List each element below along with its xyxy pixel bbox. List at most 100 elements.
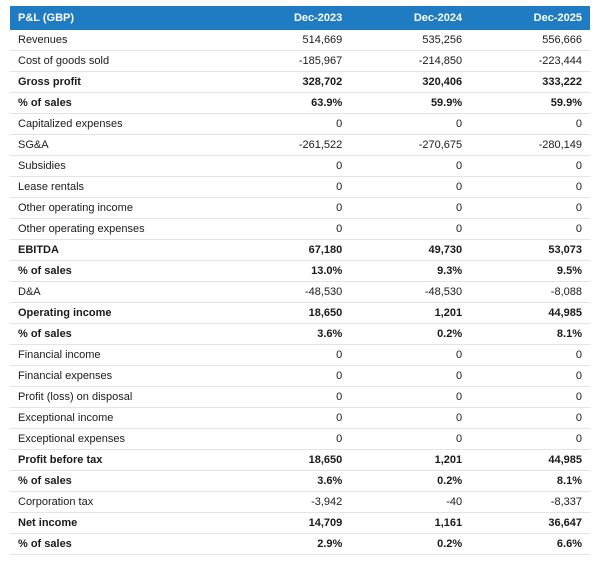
table-row: % of sales63.9%59.9%59.9% (10, 93, 590, 114)
table-row: Cost of goods sold-185,967-214,850-223,4… (10, 51, 590, 72)
row-value: 0 (350, 345, 470, 366)
table-row: Exceptional expenses000 (10, 429, 590, 450)
row-label: Revenues (10, 30, 230, 51)
row-value: 0 (350, 177, 470, 198)
row-value: 1,201 (350, 450, 470, 471)
row-label: Gross profit (10, 72, 230, 93)
row-value: -48,530 (350, 282, 470, 303)
row-value: 0 (230, 177, 350, 198)
row-value: 8.1% (470, 471, 590, 492)
table-header-row: P&L (GBP) Dec-2023 Dec-2024 Dec-2025 (10, 6, 590, 30)
col-header-period-2: Dec-2024 (350, 6, 470, 30)
row-label: % of sales (10, 93, 230, 114)
row-value: 0 (230, 198, 350, 219)
table-row: Operating income18,6501,20144,985 (10, 303, 590, 324)
row-value: 0 (230, 387, 350, 408)
row-label: Corporation tax (10, 492, 230, 513)
row-value: 0 (350, 219, 470, 240)
row-label: % of sales (10, 471, 230, 492)
row-value: -223,444 (470, 51, 590, 72)
table-row: SG&A-261,522-270,675-280,149 (10, 135, 590, 156)
row-value: 0 (470, 429, 590, 450)
row-value: -3,942 (230, 492, 350, 513)
row-label: Capitalized expenses (10, 114, 230, 135)
row-value: 6.6% (470, 534, 590, 555)
row-value: 44,985 (470, 303, 590, 324)
row-value: 535,256 (350, 30, 470, 51)
row-value: 0 (470, 408, 590, 429)
row-value: -185,967 (230, 51, 350, 72)
row-value: 0 (350, 366, 470, 387)
row-label: Subsidies (10, 156, 230, 177)
row-value: 1,161 (350, 513, 470, 534)
row-value: -8,337 (470, 492, 590, 513)
row-value: 49,730 (350, 240, 470, 261)
row-label: Operating income (10, 303, 230, 324)
row-value: 0 (470, 366, 590, 387)
row-value: 328,702 (230, 72, 350, 93)
row-label: Other operating expenses (10, 219, 230, 240)
table-row: Profit (loss) on disposal000 (10, 387, 590, 408)
row-value: 0 (470, 219, 590, 240)
row-label: Profit before tax (10, 450, 230, 471)
table-row: % of sales3.6%0.2%8.1% (10, 471, 590, 492)
row-value: 3.6% (230, 324, 350, 345)
row-value: 36,647 (470, 513, 590, 534)
row-value: 8.1% (470, 324, 590, 345)
row-value: 0 (230, 429, 350, 450)
table-row: EBITDA67,18049,73053,073 (10, 240, 590, 261)
row-value: 320,406 (350, 72, 470, 93)
table-row: D&A-48,530-48,530-8,088 (10, 282, 590, 303)
row-value: 2.9% (230, 534, 350, 555)
row-value: 9.5% (470, 261, 590, 282)
row-label: EBITDA (10, 240, 230, 261)
table-row: Other operating income000 (10, 198, 590, 219)
row-label: % of sales (10, 324, 230, 345)
row-value: 0 (470, 114, 590, 135)
row-value: -261,522 (230, 135, 350, 156)
row-label: Cost of goods sold (10, 51, 230, 72)
row-value: 0 (470, 156, 590, 177)
table-row: % of sales2.9%0.2%6.6% (10, 534, 590, 555)
row-value: 556,666 (470, 30, 590, 51)
row-value: 0 (350, 114, 470, 135)
table-row: Revenues514,669535,256556,666 (10, 30, 590, 51)
row-value: 333,222 (470, 72, 590, 93)
row-value: 0 (350, 387, 470, 408)
row-label: % of sales (10, 261, 230, 282)
table-row: Capitalized expenses000 (10, 114, 590, 135)
row-label: Other operating income (10, 198, 230, 219)
pl-table: P&L (GBP) Dec-2023 Dec-2024 Dec-2025 Rev… (10, 6, 590, 555)
col-header-period-3: Dec-2025 (470, 6, 590, 30)
row-value: 0 (230, 345, 350, 366)
row-label: Exceptional income (10, 408, 230, 429)
row-value: 53,073 (470, 240, 590, 261)
col-header-period-1: Dec-2023 (230, 6, 350, 30)
row-label: SG&A (10, 135, 230, 156)
row-value: 514,669 (230, 30, 350, 51)
row-label: Lease rentals (10, 177, 230, 198)
row-value: 18,650 (230, 303, 350, 324)
row-value: -48,530 (230, 282, 350, 303)
table-row: % of sales13.0%9.3%9.5% (10, 261, 590, 282)
row-value: 63.9% (230, 93, 350, 114)
row-value: 0 (470, 198, 590, 219)
table-row: Other operating expenses000 (10, 219, 590, 240)
row-value: 59.9% (470, 93, 590, 114)
table-row: Gross profit328,702320,406333,222 (10, 72, 590, 93)
row-value: 0.2% (350, 471, 470, 492)
col-header-label: P&L (GBP) (10, 6, 230, 30)
row-value: 0 (470, 177, 590, 198)
row-label: Net income (10, 513, 230, 534)
row-value: 0 (230, 114, 350, 135)
row-value: -214,850 (350, 51, 470, 72)
row-value: -280,149 (470, 135, 590, 156)
row-value: 13.0% (230, 261, 350, 282)
row-value: 0 (230, 156, 350, 177)
row-value: 59.9% (350, 93, 470, 114)
row-value: 0 (470, 387, 590, 408)
row-value: 0 (350, 198, 470, 219)
row-value: 3.6% (230, 471, 350, 492)
row-label: Financial income (10, 345, 230, 366)
row-value: 67,180 (230, 240, 350, 261)
